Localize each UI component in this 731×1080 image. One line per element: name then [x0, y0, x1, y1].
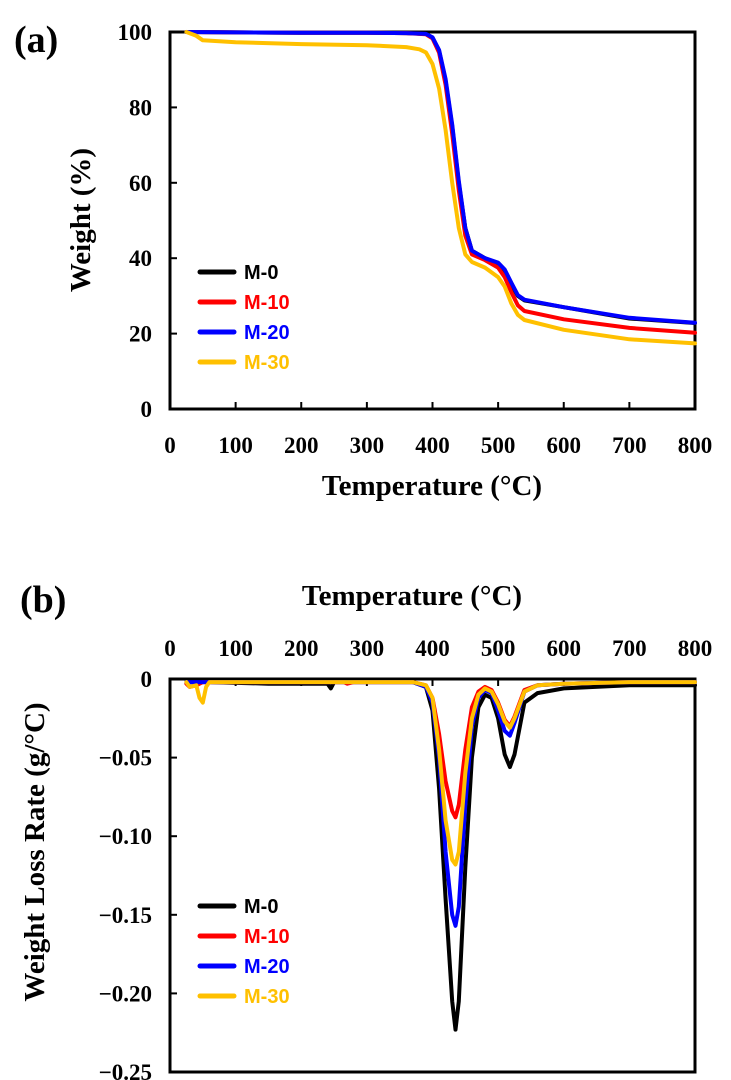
y-tick-label: −0.05	[99, 746, 152, 771]
panel-a: (a) 0 100 200 300 400 500 600 700 800 0 20 40 60 80 1…	[14, 19, 712, 502]
series-line-m-10	[184, 30, 697, 335]
series-line-m-20	[184, 680, 697, 928]
panel-b-legend: M-0 M-10 M-20 M-30	[197, 896, 290, 1008]
x-tick-label: 100	[218, 433, 253, 458]
panel-b-plot-frame	[168, 677, 697, 1074]
x-tick-label: 700	[612, 433, 647, 458]
panel-b-xlabel: Temperature (°C)	[302, 580, 522, 612]
panel-a-xtick-labels: 0 100 200 300 400 500 600 700 800	[164, 433, 712, 458]
x-tick-label: 300	[350, 433, 385, 458]
y-tick-label: 20	[129, 322, 152, 347]
legend-label-m-30: M-30	[244, 352, 290, 374]
x-tick-label: 700	[612, 636, 647, 661]
x-tick-label: 0	[164, 433, 176, 458]
y-tick-label: 100	[118, 20, 153, 45]
panel-b-ytick-marks	[170, 678, 177, 1073]
x-tick-label: 800	[678, 433, 713, 458]
series-line-m-0	[184, 680, 697, 1032]
panel-b-ylabel: Weight Loss Rate (g/°C)	[19, 702, 51, 1001]
legend-label-m-10: M-10	[244, 926, 290, 948]
x-tick-label: 300	[350, 636, 385, 661]
y-tick-label: −0.25	[99, 1060, 152, 1080]
legend-label-m-20: M-20	[244, 956, 290, 978]
x-tick-label: 400	[415, 433, 450, 458]
y-tick-label: −0.15	[99, 903, 152, 928]
y-tick-label: 60	[129, 171, 152, 196]
series-line-m-30	[184, 680, 697, 867]
series-line-m-20	[184, 30, 697, 325]
x-tick-label: 600	[547, 636, 582, 661]
y-tick-label: 0	[141, 397, 153, 422]
x-tick-label: 0	[164, 636, 176, 661]
x-tick-label: 200	[284, 433, 319, 458]
x-tick-label: 500	[481, 433, 516, 458]
legend-label-m-0: M-0	[244, 896, 278, 918]
x-tick-label: 600	[547, 433, 582, 458]
y-tick-label: 40	[129, 246, 152, 271]
x-tick-label: 400	[415, 636, 450, 661]
panel-a-legend: M-0 M-10 M-20 M-30	[197, 262, 290, 374]
legend-label-m-10: M-10	[244, 292, 290, 314]
panel-a-label: (a)	[14, 19, 58, 61]
panel-b-series-lines	[184, 680, 697, 1032]
panel-a-ytick-marks	[170, 31, 177, 410]
x-tick-label: 200	[284, 636, 319, 661]
panel-a-series-lines	[184, 30, 697, 346]
y-tick-label: 0	[141, 667, 153, 692]
x-tick-label: 800	[678, 636, 713, 661]
panel-b-label: (b)	[20, 579, 66, 621]
panel-a-xlabel: Temperature (°C)	[322, 470, 542, 502]
panel-a-ytick-labels: 0 20 40 60 80 100	[118, 20, 153, 422]
y-tick-label: −0.20	[99, 981, 152, 1006]
y-tick-label: 80	[129, 95, 152, 120]
legend-label-m-0: M-0	[244, 262, 278, 284]
legend-label-m-30: M-30	[244, 986, 290, 1008]
panel-a-xtick-marks	[169, 402, 696, 409]
series-line-m-30	[184, 30, 697, 346]
x-tick-label: 500	[481, 636, 516, 661]
panel-b-ytick-labels: 0 −0.05 −0.10 −0.15 −0.20 −0.25	[99, 667, 152, 1080]
panel-b: (b) Temperature (°C) 0 100 200 300 400 500 600…	[19, 579, 712, 1080]
panel-a-ylabel: Weight (%)	[65, 148, 97, 292]
y-tick-label: −0.10	[99, 824, 152, 849]
x-tick-label: 100	[218, 636, 253, 661]
panel-b-xtick-labels: 0 100 200 300 400 500 600 700 800	[164, 636, 712, 661]
legend-label-m-20: M-20	[244, 322, 290, 344]
